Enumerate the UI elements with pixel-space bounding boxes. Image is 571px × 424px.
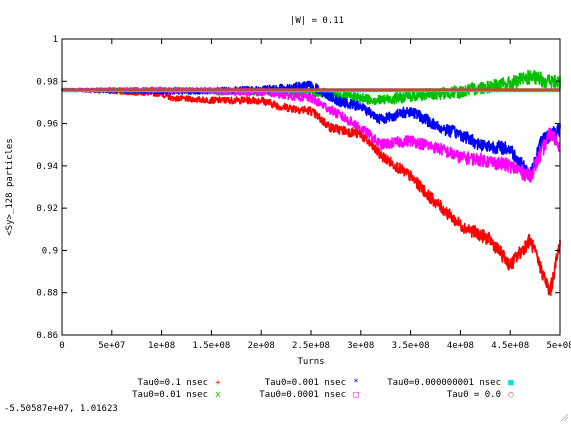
x-tick-label: 3.5e+08 [392,341,430,351]
x-tick-label: 3e+08 [347,341,374,351]
legend-marker: + [215,378,221,388]
y-tick-label: 0.88 [36,289,58,299]
y-tick-label: 0.98 [36,77,58,87]
legend-label: Tau0=0.001 nsec [265,378,346,388]
x-tick-label: 0 [59,341,64,351]
legend-label: Tau0 = 0.0 [447,390,501,400]
series-line [61,86,561,183]
legend-marker: □ [353,390,359,400]
legend-marker: ○ [508,390,514,400]
y-axis-label: <Sy>_128 particles [5,138,15,236]
x-tick-label: 2e+08 [248,341,275,351]
legend-marker: ■ [508,378,514,388]
x-tick-label: 1.5e+08 [192,341,230,351]
x-tick-label: 4.5e+08 [491,341,529,351]
chart-title: |W| = 0.11 [290,16,344,26]
y-tick-label: 0.9 [42,246,58,256]
series-layer [61,69,561,296]
x-tick-label: 2.5e+08 [292,341,330,351]
y-tick-label: 0.94 [36,162,58,172]
x-tick-label: 5e+08 [546,341,571,351]
y-tick-label: 0.86 [36,331,58,341]
legend-marker: x [215,390,221,400]
resize-grip-icon[interactable] [559,412,569,422]
x-tick-label: 1e+08 [148,341,175,351]
coordinate-readout: -5.50587e+07, 1.01623 [4,404,118,414]
legend-label: Tau0=0.01 nsec [132,390,208,400]
y-tick-label: 0.92 [36,204,58,214]
x-tick-label: 4e+08 [447,341,474,351]
legend: Tau0=0.1 nsec + Tau0=0.01 nsec x Tau0=0.001 … [132,378,514,400]
y-tick-label: 0.96 [36,120,58,130]
x-tick-label: 5e+07 [98,341,125,351]
series-line [61,87,561,296]
legend-marker: * [353,378,358,388]
axis-ticks: 0 5e+07 1e+08 1.5e+08 2e+08 2.5e+08 3e+08 3.5e+… [36,35,571,351]
legend-label: Tau0=0.0001 nsec [259,390,346,400]
legend-label: Tau0=0.000000001 nsec [387,378,501,388]
x-axis-label: Turns [297,357,324,367]
legend-label: Tau0=0.1 nsec [138,378,208,388]
y-tick-label: 1 [53,35,58,45]
